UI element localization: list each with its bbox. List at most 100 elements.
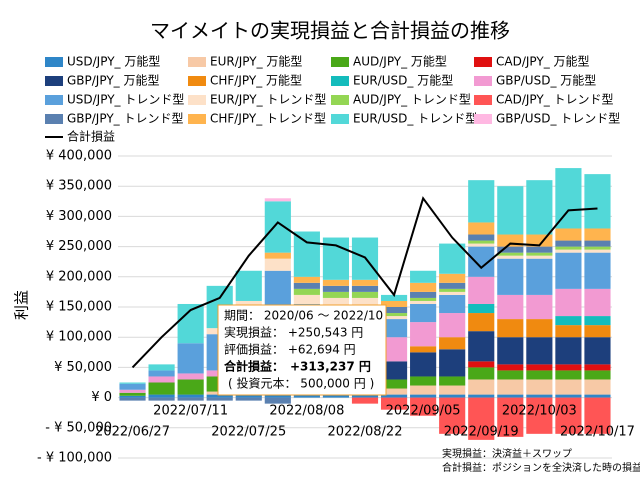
bar-segment	[322, 279, 350, 286]
bar-segment	[439, 385, 466, 395]
x-tick-label: 2022/08/08	[269, 404, 344, 419]
legend-swatch	[188, 76, 206, 86]
legend-label: 合計損益	[67, 129, 115, 144]
bar-segment	[497, 258, 524, 295]
bar-segment	[497, 319, 524, 338]
bar-segment	[293, 282, 320, 289]
bar-segment	[497, 246, 524, 253]
legend-swatch	[188, 114, 206, 124]
bar-segment	[235, 397, 262, 401]
y-tick-label: ¥ 50,000	[54, 360, 112, 375]
y-tick-label: ¥ 200,000	[46, 269, 112, 284]
bar-segment	[380, 394, 408, 398]
bar-segment	[468, 222, 495, 235]
bar-segment	[264, 394, 291, 398]
bar-segment	[439, 243, 466, 274]
bar-segment	[410, 282, 437, 292]
bar-segment	[468, 331, 495, 362]
bar-segment	[410, 322, 437, 347]
y-tick-label: - ¥ 50,000	[45, 420, 112, 435]
bar-segment	[380, 313, 408, 317]
bar-segment	[380, 388, 408, 395]
legend-label: EUR/JPY_ トレンド型	[210, 93, 326, 107]
bar-segment	[177, 373, 204, 380]
bar-segment	[468, 367, 495, 380]
bar-segment	[380, 316, 408, 320]
bar-segment	[439, 337, 466, 350]
bar-segment	[526, 394, 553, 398]
legend-swatch	[474, 76, 492, 86]
bar-segment	[468, 394, 495, 398]
legend-swatch	[188, 95, 206, 105]
bar-segment	[555, 337, 582, 365]
bar-segment	[410, 385, 437, 395]
bar-segment	[526, 337, 553, 365]
y-tick-label: ¥ 300,000	[46, 209, 112, 224]
bar-segment	[380, 319, 408, 338]
bar-segment	[351, 291, 379, 298]
legend-swatch	[474, 57, 492, 67]
bar-segment	[380, 361, 408, 380]
legend-label: USD/JPY_ トレンド型	[67, 93, 184, 107]
legend-label: CAD/JPY_ 万能型	[496, 55, 590, 69]
x-tick-label: 2022/08/22	[328, 425, 403, 440]
bar-segment	[468, 180, 495, 223]
legend-label: EUR/JPY_ 万能型	[210, 55, 302, 69]
bar-segment	[497, 294, 524, 320]
bar-segment	[584, 240, 611, 247]
bar-segment	[468, 379, 495, 395]
bar-segment	[380, 300, 408, 307]
bar-segment	[555, 397, 582, 434]
bar-segment	[497, 394, 524, 398]
bar-segment	[264, 258, 291, 271]
bar-segment	[293, 231, 320, 277]
bar-segment	[119, 389, 146, 393]
bar-segment	[264, 252, 291, 259]
bar-segment	[351, 394, 379, 398]
bar-segment	[526, 319, 553, 338]
bar-segment	[119, 397, 146, 401]
bar-segment	[322, 394, 350, 398]
bar-segment	[555, 252, 582, 289]
bar-segment	[526, 370, 553, 380]
bar-segment	[555, 249, 582, 253]
bar-segment	[351, 397, 379, 404]
bar-segment	[555, 325, 582, 338]
legend-label: EUR/USD_ トレンド型	[353, 112, 477, 126]
bar-segment	[526, 379, 553, 395]
bar-segment	[119, 392, 146, 396]
bar-segment	[206, 394, 233, 398]
legend-label: EUR/USD_ 万能型	[353, 74, 453, 88]
bar-segment	[468, 240, 495, 244]
bar-segment	[584, 174, 611, 229]
bar-segment	[526, 255, 553, 259]
bar-segment	[148, 364, 175, 371]
bar-segment	[468, 303, 495, 314]
bar-segment	[351, 297, 379, 307]
legend-label: AUD/JPY_ 万能型	[353, 55, 447, 69]
legend-swatch	[45, 95, 63, 105]
bar-segment	[439, 397, 466, 434]
bar-segment	[410, 394, 437, 398]
bar-segment	[584, 325, 611, 338]
bar-segment	[410, 352, 437, 377]
bar-segment	[555, 370, 582, 380]
bar-segment	[526, 294, 553, 320]
bar-segment	[584, 252, 611, 289]
legend-swatch	[331, 76, 349, 86]
bar-segment	[584, 288, 611, 317]
bar-segment	[584, 228, 611, 241]
bar-segment	[439, 376, 466, 386]
x-tick-label: 2022/07/11	[153, 404, 228, 419]
bar-segment	[322, 297, 350, 307]
bar-segment	[410, 346, 437, 353]
annotation-text: ( 投資元本： 500,000 円 )	[228, 376, 374, 391]
y-tick-label: ¥ 350,000	[46, 179, 112, 194]
bar-segment	[497, 397, 524, 437]
bar-segment	[148, 394, 175, 398]
annotation-text: 期間： 2020/06 ～ 2022/10	[224, 309, 383, 323]
chart-title: マイメイトの実現損益と合計損益の推移	[150, 19, 510, 43]
bar-segment	[410, 303, 437, 323]
annotation-value: +313,237 円	[290, 360, 371, 374]
bar-segment	[351, 285, 379, 292]
